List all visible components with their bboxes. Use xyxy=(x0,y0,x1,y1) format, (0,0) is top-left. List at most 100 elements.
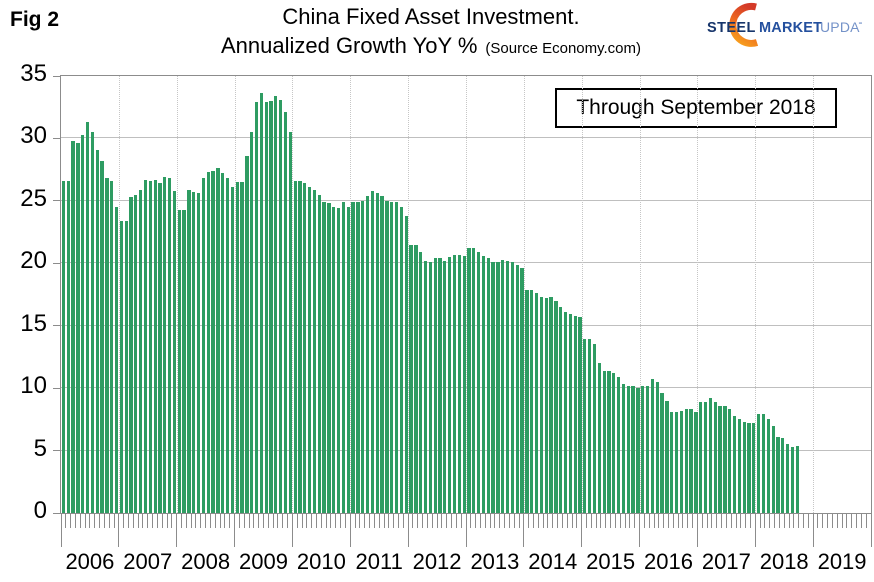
bar-slot xyxy=(201,76,206,513)
month-tick xyxy=(65,513,67,528)
month-tick xyxy=(156,513,158,528)
month-tick xyxy=(793,513,795,528)
month-tick xyxy=(311,513,313,528)
bar-slot xyxy=(167,76,172,513)
month-tick xyxy=(716,513,718,528)
month-tick xyxy=(557,513,559,528)
year-gridline xyxy=(234,76,236,513)
month-tick xyxy=(475,513,477,528)
year-tick xyxy=(696,513,698,547)
month-tick xyxy=(831,513,833,528)
year-tick xyxy=(523,513,525,547)
month-tick xyxy=(455,513,457,528)
bar xyxy=(394,202,399,513)
bar-slot xyxy=(423,76,428,513)
bar xyxy=(554,300,558,513)
bar-slot xyxy=(732,76,737,513)
bar-slot xyxy=(428,76,433,513)
bar-slot xyxy=(553,76,558,513)
bar xyxy=(341,202,346,513)
y-axis-tick xyxy=(53,325,61,327)
month-tick xyxy=(721,513,723,528)
bar xyxy=(336,208,341,513)
bar-slot xyxy=(689,76,694,513)
bar xyxy=(631,385,635,513)
bar xyxy=(612,373,616,513)
month-tick xyxy=(672,513,674,528)
month-tick xyxy=(740,513,742,528)
month-tick xyxy=(320,513,322,528)
bar xyxy=(428,262,432,513)
month-tick xyxy=(561,513,563,528)
bar-slot xyxy=(693,76,698,513)
month-tick xyxy=(263,513,264,528)
bar xyxy=(776,436,780,513)
bar-slot xyxy=(288,76,293,513)
month-tick xyxy=(504,513,506,528)
month-tick xyxy=(778,513,780,528)
bar-slot xyxy=(384,76,389,513)
bar-slot xyxy=(636,76,641,513)
bar xyxy=(496,262,500,513)
bar xyxy=(192,192,196,513)
bar-slot xyxy=(389,76,394,513)
bar xyxy=(742,421,746,513)
month-tick xyxy=(745,513,747,528)
month-tick xyxy=(701,513,703,528)
month-tick xyxy=(489,513,491,528)
bar xyxy=(312,189,317,513)
bar xyxy=(723,405,727,513)
bar xyxy=(525,289,529,513)
bar xyxy=(699,401,703,513)
bar-slot xyxy=(626,76,631,513)
month-tick xyxy=(711,513,713,528)
month-tick xyxy=(70,513,72,528)
month-tick xyxy=(532,513,534,528)
month-tick xyxy=(209,513,211,528)
bar-slot xyxy=(539,76,544,513)
bar-slot xyxy=(336,76,341,513)
bar xyxy=(790,446,795,513)
bar xyxy=(568,314,572,513)
month-tick xyxy=(214,513,216,528)
month-tick xyxy=(658,513,660,528)
bar-slot xyxy=(698,76,703,513)
month-tick xyxy=(802,513,804,528)
x-axis-label: 2012 xyxy=(412,549,462,574)
y-axis-label: 30 xyxy=(20,122,47,150)
bar xyxy=(747,423,751,513)
year-tick xyxy=(291,513,293,547)
month-tick xyxy=(566,513,568,528)
bar xyxy=(288,132,292,513)
month-tick xyxy=(325,513,327,528)
bar xyxy=(250,132,254,513)
month-tick xyxy=(94,513,96,528)
bar xyxy=(327,203,331,513)
month-tick xyxy=(518,513,520,528)
bar xyxy=(443,260,447,513)
month-tick xyxy=(229,513,231,528)
bar xyxy=(172,190,177,513)
month-tick xyxy=(624,513,626,528)
bar-slot xyxy=(85,76,90,513)
bar xyxy=(245,155,249,513)
bar xyxy=(462,255,466,513)
bar-slot xyxy=(867,76,872,513)
month-tick xyxy=(123,513,125,528)
bar-slot xyxy=(452,76,457,513)
year-gridline xyxy=(408,76,410,513)
month-tick xyxy=(402,513,404,528)
figure-label: Fig 2 xyxy=(10,8,60,31)
bar xyxy=(404,215,408,513)
year-gridline xyxy=(523,76,525,513)
y-axis-label: 25 xyxy=(20,184,47,212)
month-tick xyxy=(643,513,645,528)
x-axis-label: 2008 xyxy=(181,549,231,574)
month-tick xyxy=(783,513,785,528)
month-tick xyxy=(470,513,472,528)
bar xyxy=(332,207,336,513)
swoosh-icon xyxy=(729,2,759,47)
x-axis-label: 2007 xyxy=(123,549,173,574)
bar xyxy=(713,401,717,513)
bar xyxy=(365,195,370,513)
